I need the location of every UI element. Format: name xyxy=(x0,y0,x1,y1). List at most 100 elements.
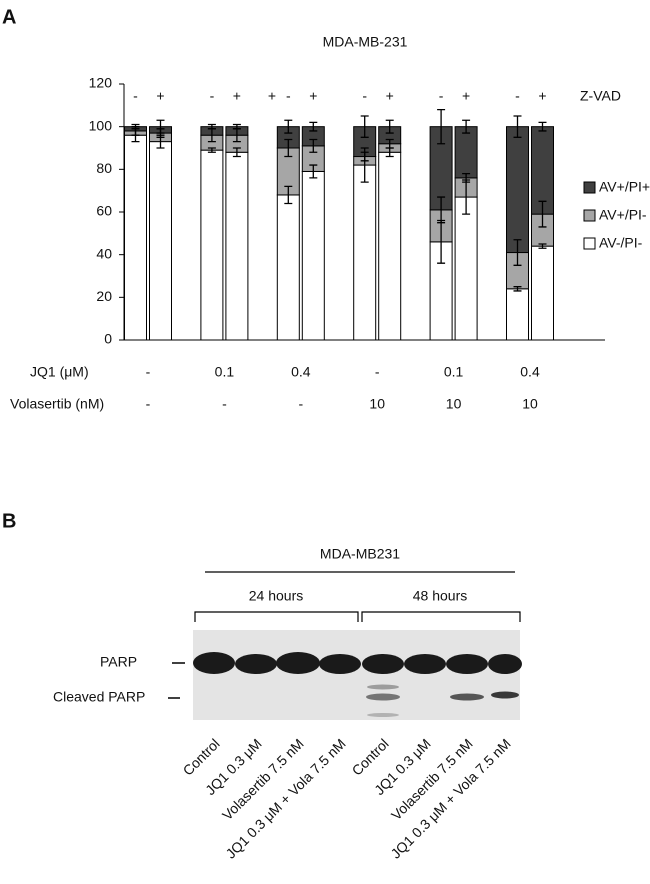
category-label: - xyxy=(210,88,215,104)
band xyxy=(362,654,404,674)
bar-segment xyxy=(378,151,402,341)
y-tick-label: 0 xyxy=(104,331,112,347)
group-label: 10 xyxy=(446,396,462,412)
bar-segment xyxy=(149,141,172,341)
error-bar xyxy=(513,239,522,266)
band xyxy=(276,652,320,674)
group-label: 10 xyxy=(522,396,538,412)
error-bar xyxy=(131,123,140,130)
band xyxy=(367,684,399,690)
bar-segment xyxy=(506,126,529,254)
group-label: - xyxy=(146,396,151,412)
band xyxy=(491,691,519,699)
group-label: - xyxy=(146,364,151,380)
error-bar xyxy=(309,164,318,179)
band xyxy=(319,654,361,674)
bands xyxy=(193,652,522,717)
error-bar xyxy=(538,200,547,228)
group-label: 0.1 xyxy=(444,364,464,380)
group-label: 0.4 xyxy=(291,364,311,380)
band xyxy=(193,652,235,674)
category-label: + xyxy=(309,88,317,104)
panel-label: B xyxy=(2,510,16,532)
group-label: - xyxy=(222,396,227,412)
category-label: + xyxy=(538,88,546,104)
error-bar xyxy=(538,243,547,249)
error-bar xyxy=(232,147,241,158)
error-bar xyxy=(437,196,446,224)
panel-label: A xyxy=(2,6,16,28)
error-bar xyxy=(513,115,522,138)
category-label: + xyxy=(462,88,470,104)
legend-label: AV+/PI- xyxy=(599,207,647,223)
annotation: + xyxy=(268,88,276,104)
band-label: PARP xyxy=(100,654,137,670)
category-label: - xyxy=(133,88,138,104)
band xyxy=(366,693,400,701)
timepoint: 48 hours xyxy=(413,588,467,604)
group-label: 0.4 xyxy=(520,364,540,380)
bar-segment xyxy=(301,170,325,341)
group-label: 0.1 xyxy=(215,364,235,380)
bar-segment xyxy=(200,149,224,341)
bar-segment xyxy=(124,134,147,341)
blot-image xyxy=(193,630,520,720)
bar-segment xyxy=(454,196,478,341)
band xyxy=(235,654,277,674)
group-row-label: Volasertib (nM) xyxy=(10,396,104,412)
legend-swatch xyxy=(583,181,596,194)
y-tick-label: 100 xyxy=(89,117,113,133)
error-bar xyxy=(360,115,369,138)
group-label: - xyxy=(375,364,380,380)
bar-segment xyxy=(506,288,529,341)
y-tick-label: 120 xyxy=(89,75,113,91)
error-bar xyxy=(207,123,216,130)
legend-label: AV+/PI+ xyxy=(599,179,650,195)
error-bar xyxy=(538,121,547,132)
bar-segment xyxy=(454,126,478,179)
bar-segment xyxy=(225,151,249,341)
category-label: + xyxy=(233,88,241,104)
error-bar xyxy=(284,185,293,205)
bar-segment xyxy=(531,245,554,341)
error-bar xyxy=(385,119,394,134)
category-label: + xyxy=(386,88,394,104)
legend-swatch xyxy=(583,209,596,222)
error-bar xyxy=(284,138,293,158)
error-bar xyxy=(385,138,394,149)
error-bar xyxy=(437,108,446,145)
band xyxy=(488,654,522,674)
band xyxy=(450,693,484,701)
band xyxy=(367,713,399,717)
error-bar xyxy=(207,147,216,153)
error-bar xyxy=(232,123,241,130)
bracket xyxy=(194,611,521,622)
category-label: - xyxy=(286,88,291,104)
error-bar xyxy=(309,138,318,153)
group-label: 10 xyxy=(369,396,385,412)
error-bar xyxy=(284,119,293,134)
blot-title: MDA-MB231 xyxy=(320,546,400,562)
row-label: Z-VAD xyxy=(580,88,621,104)
timepoint: 24 hours xyxy=(249,588,303,604)
y-tick-label: 60 xyxy=(96,203,112,219)
category-label: + xyxy=(156,88,164,104)
error-bar xyxy=(462,119,471,134)
band xyxy=(446,654,488,674)
category-label: - xyxy=(362,88,367,104)
error-bar xyxy=(156,119,165,134)
error-bar xyxy=(309,121,318,132)
y-tick-label: 80 xyxy=(96,160,112,176)
band-label: Cleaved PARP xyxy=(53,689,145,705)
error-bar xyxy=(462,172,471,183)
bar-segment xyxy=(353,164,377,341)
chart-title: MDA-MB-231 xyxy=(323,34,408,50)
category-label: - xyxy=(439,88,444,104)
group-row-label: JQ1 (μM) xyxy=(30,364,89,380)
legend-swatch xyxy=(583,237,596,250)
band xyxy=(404,654,446,674)
error-bar xyxy=(360,151,369,162)
legend-label: AV-/PI- xyxy=(599,235,643,251)
bar-segment xyxy=(276,194,300,341)
